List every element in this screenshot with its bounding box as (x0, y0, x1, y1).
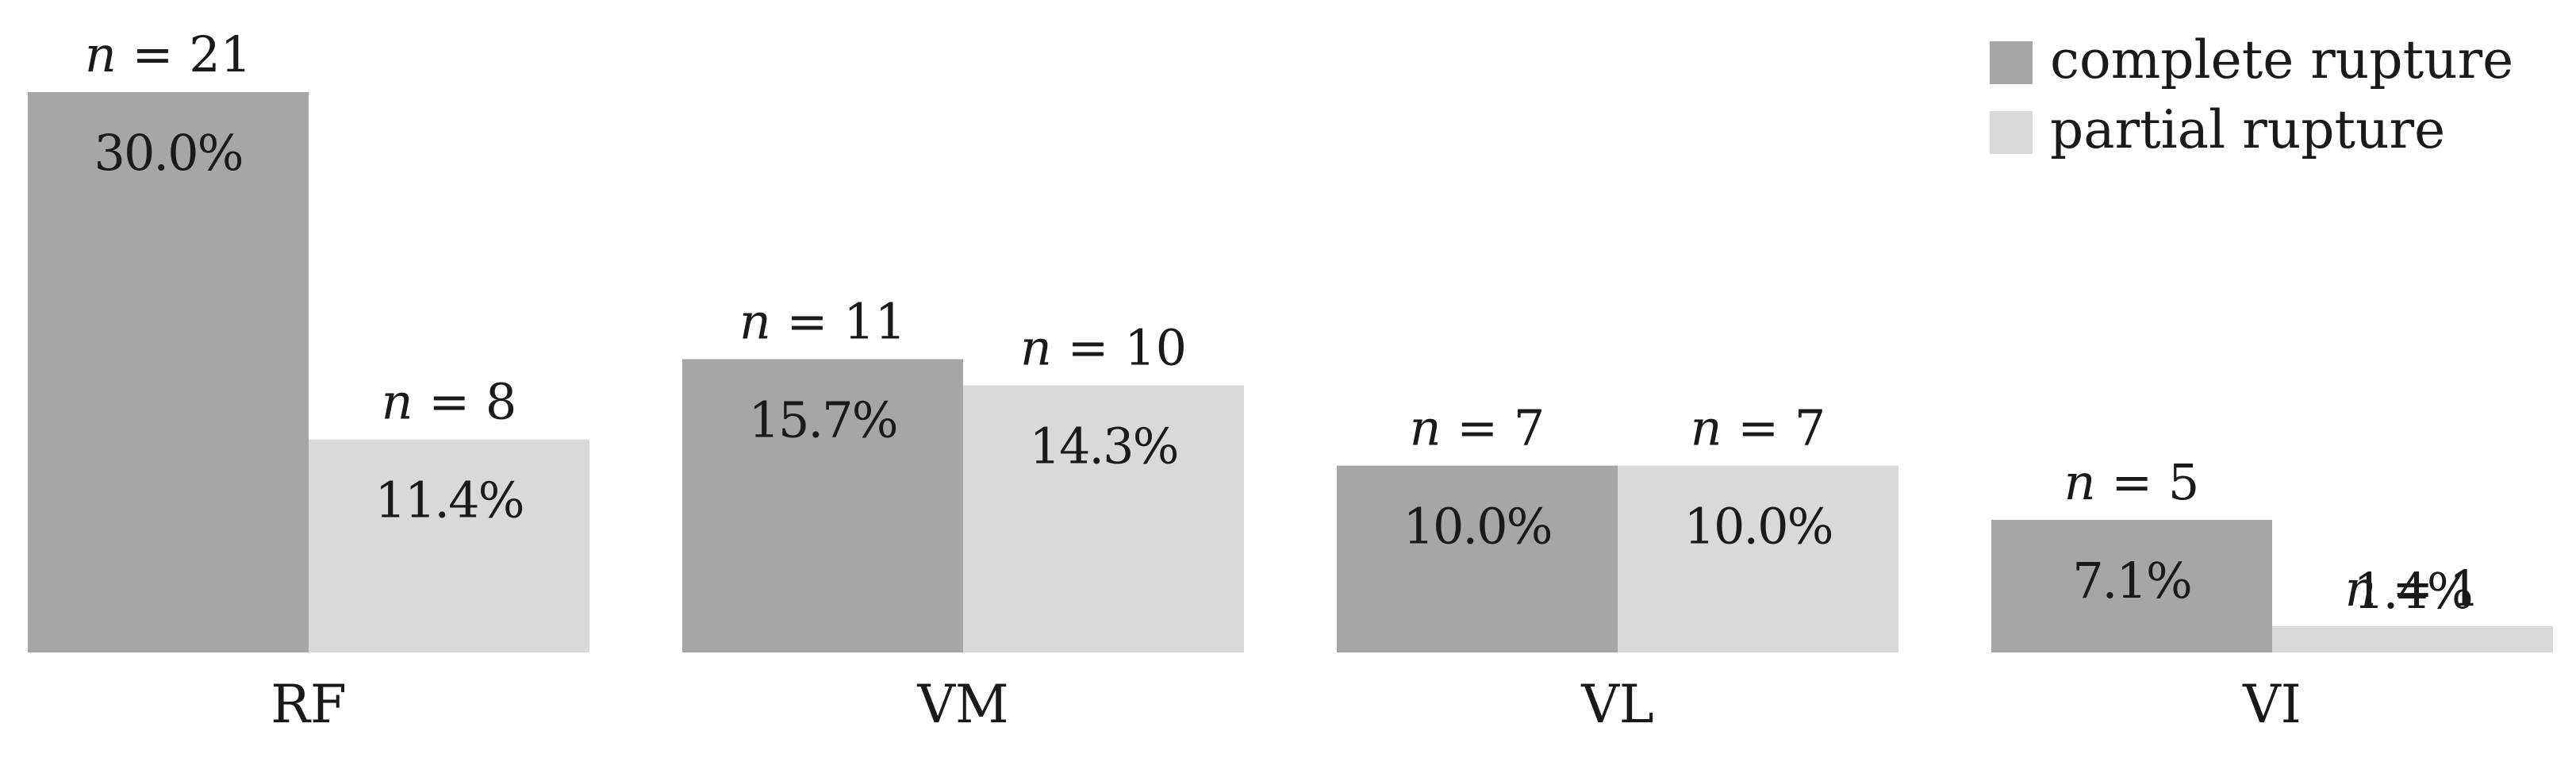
category-label-vm: VM (916, 674, 1008, 735)
n-label-vi-partial: n = 1 (2345, 560, 2481, 618)
pct-label-rf-complete: 30.0% (94, 124, 243, 182)
n-label-vi-complete: n = 5 (2064, 453, 2200, 511)
pct-label-vl-complete: 10.0% (1403, 498, 1552, 556)
labels-layer: n = 21 30.0% n = 8 11.4% RF n = 11 15.7% n = 10… (85, 25, 2480, 735)
bar-vl-partial (1618, 465, 1898, 652)
bar-vm-partial (963, 385, 1244, 652)
pct-label-vm-complete: 15.7% (749, 391, 897, 449)
legend-label-complete: complete rupture (2050, 29, 2513, 90)
bar-vl-complete (1337, 465, 1618, 652)
bar-vm-complete (682, 359, 963, 652)
bar-vi-complete (1991, 519, 2272, 652)
n-label-vm-partial: n = 10 (1020, 318, 1187, 376)
pct-label-vi-partial: 1.4% (2353, 562, 2472, 620)
pct-label-vm-partial: 14.3% (1030, 417, 1178, 475)
category-label-rf: RF (271, 674, 347, 735)
bar-vi-partial (2272, 626, 2553, 652)
n-label-vl-partial: n = 7 (1691, 399, 1826, 457)
legend-swatch-partial (1990, 111, 2033, 154)
pct-label-vi-complete: 7.1% (2072, 552, 2191, 610)
bar-rf-partial (309, 439, 589, 652)
n-label-vl-complete: n = 7 (1410, 399, 1545, 457)
category-label-vl: VL (1580, 674, 1654, 735)
n-label-rf-partial: n = 8 (382, 373, 517, 431)
legend: complete rupture partial rupture (1990, 29, 2513, 160)
pct-label-vl-partial: 10.0% (1684, 498, 1833, 556)
n-label-vm-complete: n = 11 (739, 293, 906, 351)
bars-layer (28, 92, 2553, 652)
pct-label-rf-partial: 11.4% (375, 471, 524, 529)
n-label-rf-complete: n = 21 (85, 25, 251, 83)
category-label-vi: VI (2242, 674, 2302, 735)
bar-rf-complete (28, 92, 309, 652)
legend-swatch-complete (1990, 41, 2033, 84)
legend-label-partial: partial rupture (2050, 99, 2445, 160)
